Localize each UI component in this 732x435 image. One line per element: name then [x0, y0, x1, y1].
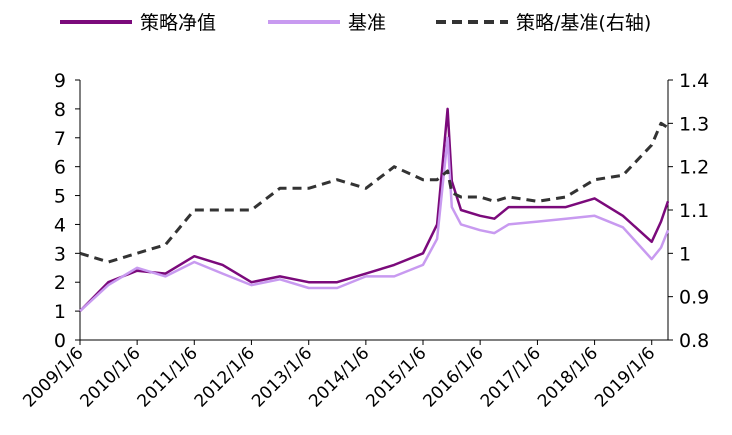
right-tick-label: 1.4 [679, 70, 709, 92]
right-tick-label: 1 [679, 243, 691, 265]
legend-label-1: 基准 [348, 12, 386, 34]
x-axis: 2009/1/62010/1/62011/1/62012/1/62013/1/6… [19, 339, 668, 412]
x-tick-label: 2011/1/6 [134, 343, 202, 411]
x-tick-label: 2009/1/6 [19, 343, 87, 411]
right-tick-label: 1.2 [679, 157, 709, 179]
left-tick-label: 4 [54, 214, 66, 236]
left-tick-label: 8 [54, 99, 66, 121]
left-axis: 0 1 2 3 4 5 6 7 8 9 [54, 70, 81, 352]
left-tick-label: 0 [54, 330, 66, 352]
left-tick-label: 1 [54, 301, 66, 323]
right-tick-label: 1.1 [679, 200, 709, 222]
plot-lines [79, 107, 670, 313]
series-line-2 [79, 121, 669, 264]
left-tick-label: 6 [54, 157, 66, 179]
right-tick-label: 1.3 [679, 113, 709, 135]
series-line-1 [79, 136, 670, 313]
x-tick-label: 2016/1/6 [420, 343, 488, 411]
legend-label-2: 策略/基准(右轴) [516, 12, 651, 34]
left-tick-label: 5 [54, 186, 66, 208]
x-tick-label: 2014/1/6 [305, 343, 373, 411]
x-tick-label: 2017/1/6 [477, 343, 545, 411]
right-tick-label: 0.9 [679, 287, 709, 309]
x-tick-label: 2019/1/6 [591, 343, 659, 411]
series-line-0 [79, 107, 670, 312]
left-tick-label: 9 [54, 70, 66, 92]
x-tick-label: 2010/1/6 [77, 343, 145, 411]
left-tick-label: 2 [54, 272, 66, 294]
x-tick-label: 2015/1/6 [362, 343, 430, 411]
legend-label-0: 策略净值 [140, 12, 216, 34]
right-axis: 0.8 0.9 1 1.1 1.2 1.3 1.4 [667, 70, 709, 352]
x-tick-label: 2012/1/6 [191, 343, 259, 411]
x-tick-label: 2018/1/6 [534, 343, 602, 411]
right-tick-label: 0.8 [679, 330, 709, 352]
left-tick-label: 7 [54, 128, 66, 150]
legend: 策略净值 基准 策略/基准(右轴) [60, 12, 651, 34]
left-tick-label: 3 [54, 243, 66, 265]
x-tick-label: 2013/1/6 [248, 343, 316, 411]
